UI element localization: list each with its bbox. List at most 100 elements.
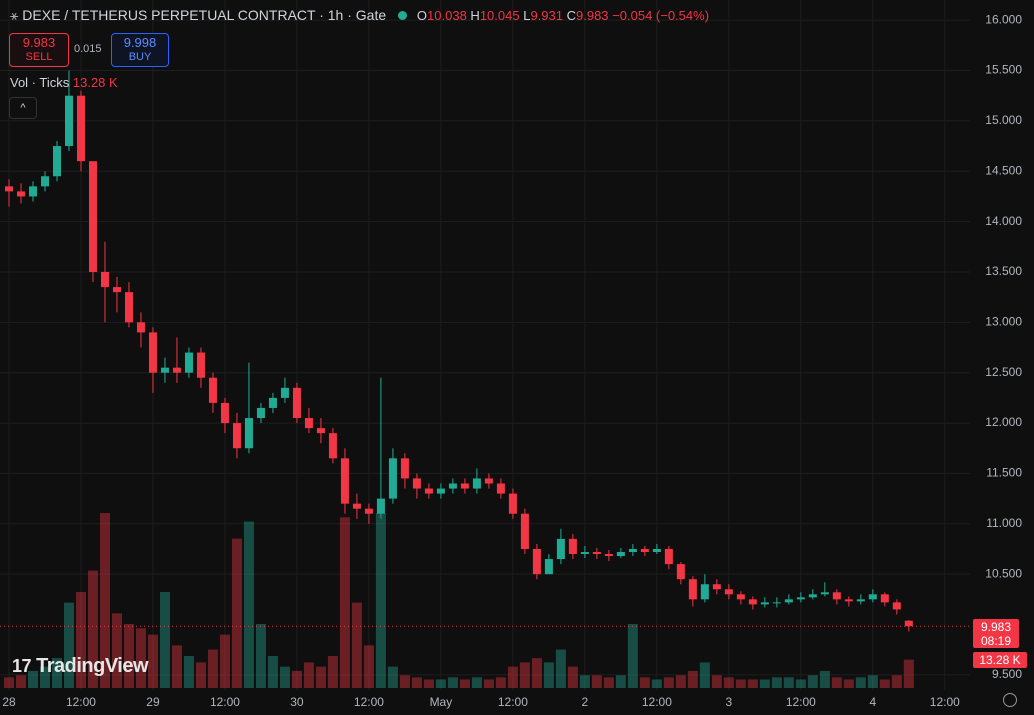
low-value: 9.931 [530,8,563,23]
candle-body [184,352,193,373]
settings-icon[interactable] [1003,693,1017,707]
y-tick-label: 11.500 [986,466,1022,480]
y-tick-label: 9.500 [992,667,1022,681]
x-tick-label: 12:00 [66,695,96,709]
volume-bar [375,513,386,688]
volume-bar [567,666,578,688]
volume-bar [363,645,374,688]
logo: 17 TradingView [12,655,149,678]
candle-body [112,287,121,293]
volume-bar [627,623,638,688]
x-tick-label: May [430,695,453,709]
h-label: H [470,8,480,23]
volume-tag: 13.28 K [973,652,1027,668]
candle-body [904,620,913,627]
volume-bar [27,670,38,688]
volume-bar [783,677,794,688]
volume-bar [483,679,494,688]
candle-body [796,597,805,600]
candle-body [268,397,277,408]
candle-body [712,584,721,590]
y-tick-label: 16.000 [985,12,1022,26]
volume-bar [519,662,530,688]
volume-bar [399,675,410,688]
candle-body [616,552,625,557]
candle-body [460,483,469,489]
candle-body [724,589,733,595]
volume-bar [39,666,50,688]
volume-bar [63,602,74,688]
volume-bar [195,662,206,688]
candle-body [40,176,49,187]
x-tick-label: 12:00 [498,695,528,709]
candle-body [376,498,385,514]
candle-body [232,423,241,449]
sell-label: SELL [25,51,53,63]
volume-bar [423,679,434,688]
volume-bar [639,677,650,688]
y-tick-label: 15.000 [985,113,1022,127]
symbol-icon: ⚹ [10,7,19,23]
candle-body [484,478,493,484]
volume-bar [891,675,902,688]
volume-bar [867,675,878,688]
x-tick-label: 12:00 [786,695,816,709]
candle-body [628,548,637,552]
candle-body [148,332,157,373]
candle-body [424,488,433,494]
price-axis-bg [970,0,1034,715]
candle-body [700,584,709,600]
candle-body [436,488,445,494]
y-tick-label: 15.500 [985,63,1022,77]
candle-body [892,602,901,610]
sell-button[interactable]: 9.983 SELL [9,33,69,67]
change-value: −0.054 (−0.54%) [612,8,710,23]
candle-body [160,367,169,373]
candle-body [220,402,229,424]
volume-bar [531,658,542,688]
status-dot [398,11,408,20]
symbol-title[interactable]: DEXE / TETHERUS PERPETUAL CONTRACT · 1h … [22,7,387,23]
candle-body [748,599,757,605]
price-tag-countdown: 08:19 [980,634,1012,648]
volume-bar [579,675,590,688]
price-tag: 9.983 08:19 [973,619,1019,648]
candle-body [868,594,877,600]
candle-body [448,483,457,489]
volume-bar [231,538,242,688]
volume-bar [411,677,422,688]
candle-body [280,387,289,398]
candle-body [364,508,373,514]
candle-body [304,418,313,429]
candle-body [520,513,529,549]
volume-bar [747,679,758,688]
volume-bar [267,655,278,688]
volume-bar [219,634,230,688]
candle-body [604,554,613,557]
volume-bar [327,655,338,688]
volume-bar [447,677,458,688]
volume-bar [699,662,710,688]
x-tick-label: 12:00 [930,695,960,709]
candle-body [472,478,481,489]
candle-body [736,594,745,600]
volume-bar [111,613,122,688]
candle-body [28,186,37,197]
volume-bar [243,521,254,688]
volume-bar [147,634,158,688]
buy-button[interactable]: 9.998 BUY [111,33,169,67]
y-tick-label: 11.000 [986,516,1022,530]
collapse-button[interactable]: ^ [9,97,37,119]
y-tick-label: 12.500 [985,365,1022,379]
candle-body [340,458,349,504]
candle-body [352,503,361,509]
volume-bar [615,675,626,688]
volume-bar [735,679,746,688]
candle-body [784,599,793,603]
x-tick-label: 12:00 [354,695,384,709]
volume-bar [387,666,398,688]
c-label: C [566,8,576,23]
volume-bar [75,591,86,688]
volume-legend: Vol · Ticks 13.28 K [10,75,118,90]
candle-body [532,548,541,575]
